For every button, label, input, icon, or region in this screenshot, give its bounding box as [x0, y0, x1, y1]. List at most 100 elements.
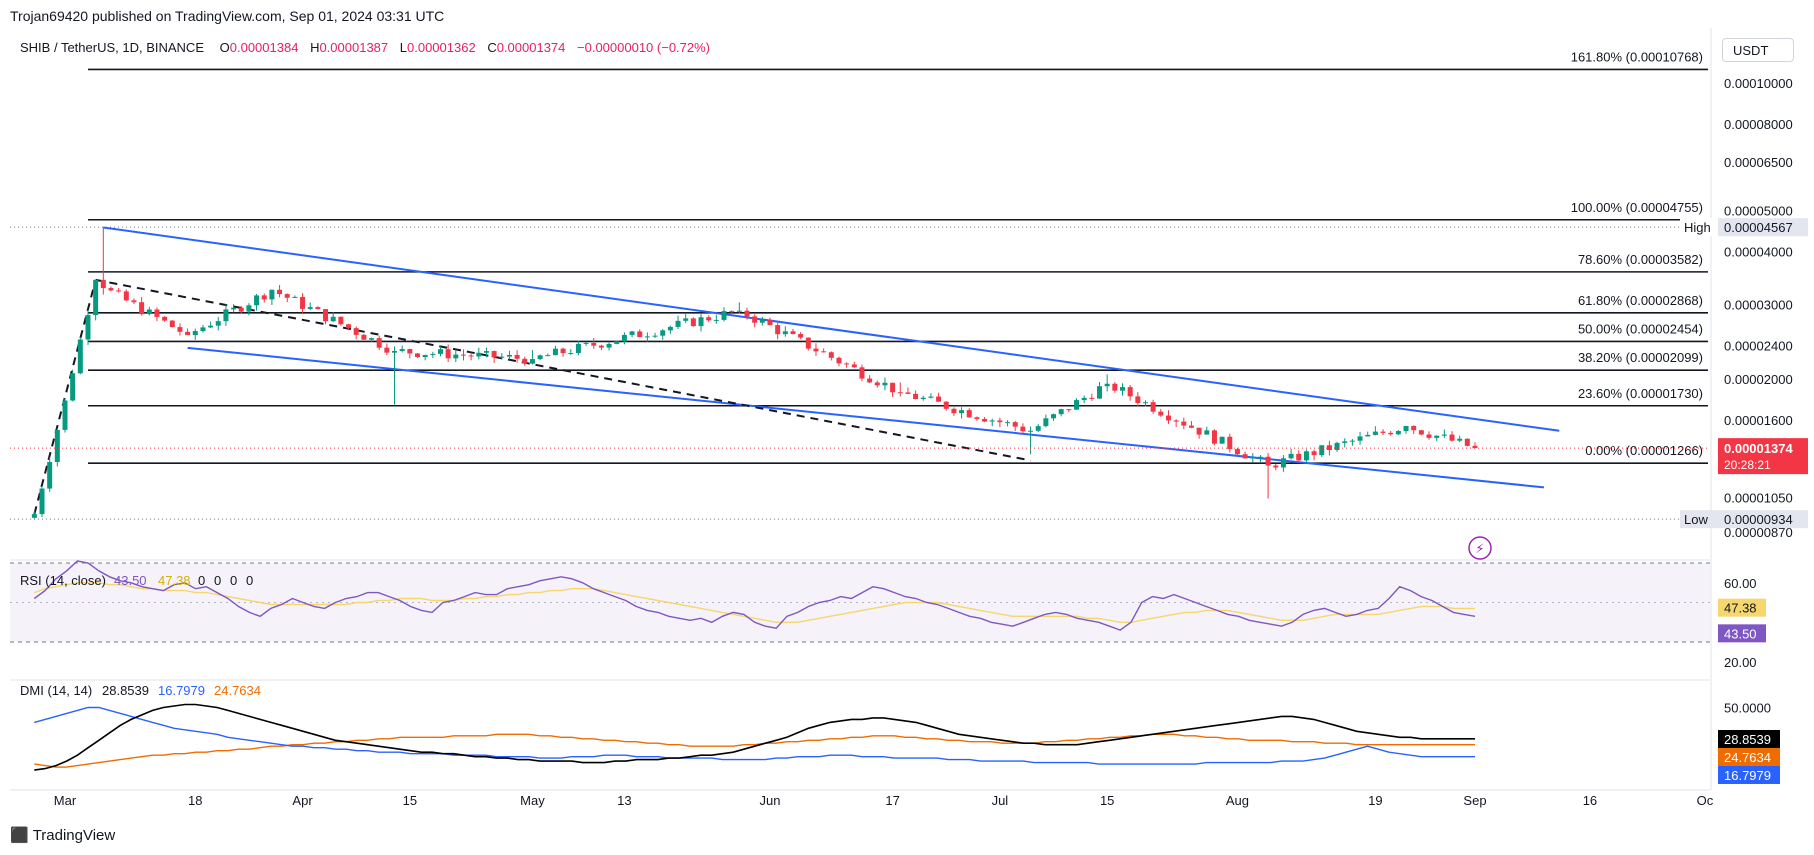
fib-level-label: 161.80% (0.00010768): [1571, 49, 1703, 64]
candle-body: [537, 355, 543, 360]
candle-body: [867, 378, 873, 383]
candle-body: [154, 309, 160, 317]
lightning-glyph: ⚡: [1475, 541, 1484, 556]
candle-body: [70, 373, 76, 401]
low-value-bg: [1718, 510, 1808, 529]
candle-body: [468, 355, 474, 357]
candle-body: [951, 408, 957, 414]
candle-body: [292, 296, 298, 298]
candle-body: [1288, 453, 1294, 459]
time-tick-label: Sep: [1463, 793, 1486, 808]
countdown-label: 20:28:21: [1724, 458, 1771, 472]
time-tick-label: Apr: [292, 793, 313, 808]
candle-body: [162, 316, 168, 321]
candle-body: [1265, 456, 1271, 466]
candle-body: [1104, 383, 1110, 387]
price-tick-label: 0.00002400: [1724, 339, 1793, 354]
candle-body: [905, 392, 911, 394]
candle-body: [859, 367, 865, 379]
rsi-legend-extra: 0: [246, 573, 253, 588]
rsi-ma-line: [34, 582, 1475, 623]
rsi-badge: [1718, 624, 1766, 643]
candle-body: [139, 302, 145, 315]
candle-body: [1127, 387, 1133, 397]
dmi-adx-line: [34, 703, 1475, 771]
chart-canvas[interactable]: 161.80% (0.00010768) 100.00% (0.00004755)…: [0, 0, 1814, 820]
rsi-line: [33, 560, 1476, 631]
dmi-minus-di-badge: [1718, 747, 1780, 766]
candle-body: [1043, 418, 1049, 427]
last-price-label: 0.00001374: [1724, 441, 1793, 456]
candle-body: [1357, 436, 1363, 441]
dmi-plus-di-line: [34, 706, 1475, 765]
symbol-name[interactable]: SHIB / TetherUS, 1D, BINANCE: [20, 40, 204, 55]
candle-body: [1464, 438, 1470, 446]
candle-body: [1426, 434, 1432, 438]
candle-body: [261, 295, 267, 300]
candle-body: [805, 337, 811, 349]
open-value: 0.00001384: [229, 40, 299, 55]
candle-body: [974, 417, 980, 419]
candle-body: [384, 347, 390, 353]
low-value: 0.00001362: [407, 40, 476, 55]
candle-body: [1135, 396, 1141, 403]
candle-body: [1097, 386, 1103, 399]
candle-body: [476, 352, 482, 357]
candle-body: [966, 410, 972, 418]
candle-body: [552, 348, 558, 356]
candle-body: [1326, 445, 1332, 451]
rsi-title: RSI (14, close): [20, 573, 106, 588]
dmi-legend-minus-di: 24.7634: [214, 683, 261, 698]
candle-body: [116, 290, 122, 292]
candle-body: [614, 341, 620, 344]
candle-body: [1280, 458, 1286, 468]
fib-level-label: 23.60% (0.00001730): [1578, 386, 1703, 401]
low-marker-bg: [1680, 510, 1718, 529]
dmi-adx-value: 28.8539: [1724, 732, 1771, 747]
candle-body: [277, 289, 283, 295]
price-tick-label: 0.00000870: [1724, 525, 1793, 540]
dmi-tick-label: 50.0000: [1724, 700, 1771, 715]
candle-body: [491, 351, 497, 358]
time-tick-label: 17: [885, 793, 899, 808]
candle-body: [775, 325, 781, 335]
candle-body: [1311, 451, 1317, 456]
time-tick-label: 16: [1583, 793, 1597, 808]
candle-body: [514, 354, 520, 359]
time-tick-label: Oc: [1697, 793, 1714, 808]
brand-name: TradingView: [32, 827, 116, 844]
fib-level-label: 78.60% (0.00003582): [1578, 252, 1703, 267]
candle-body: [392, 350, 398, 353]
candle-body: [529, 359, 535, 364]
candle-body: [1188, 425, 1194, 428]
candle-body: [821, 351, 827, 353]
close-label: C: [487, 40, 497, 55]
high-value: 0.00001387: [319, 40, 389, 55]
symbol-legend: SHIB / TetherUS, 1D, BINANCE O0.00001384…: [20, 40, 718, 55]
candle-body: [989, 420, 995, 422]
candle-body: [407, 349, 413, 354]
candle-body: [836, 357, 842, 364]
candle-body: [1028, 430, 1034, 432]
candle-body: [460, 354, 466, 356]
candle-body: [545, 355, 551, 357]
candle-body: [323, 309, 329, 322]
candle-body: [591, 342, 597, 346]
candle-body: [729, 311, 735, 313]
rsi-legend-ma-value: 47.38: [158, 573, 191, 588]
candle-body: [1051, 414, 1057, 419]
candle-body: [1388, 432, 1394, 435]
candle-body: [851, 364, 857, 368]
currency-button[interactable]: USDT: [1722, 38, 1794, 62]
time-tick-label: Jul: [992, 793, 1009, 808]
candle-body: [936, 396, 942, 402]
candle-body: [1074, 400, 1080, 410]
candle-body: [752, 316, 758, 323]
fib-level-label: 61.80% (0.00002868): [1578, 293, 1703, 308]
candle-body: [47, 462, 53, 489]
time-tick-label: May: [520, 793, 545, 808]
candle-body: [31, 514, 37, 518]
candle-body: [346, 324, 352, 329]
candle-body: [782, 331, 788, 335]
tradingview-brand[interactable]: ⬛ TradingView: [10, 826, 115, 844]
